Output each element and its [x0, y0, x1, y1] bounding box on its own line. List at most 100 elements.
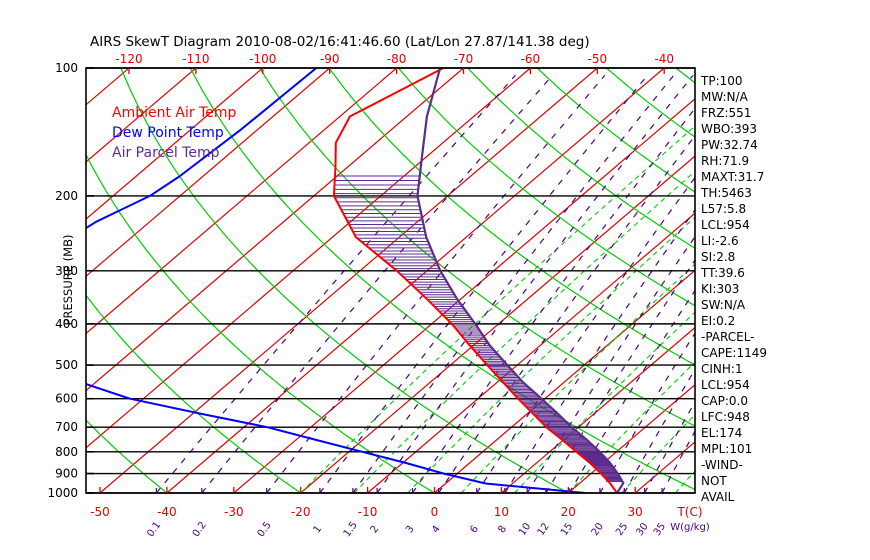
- mixing-ratio-line: [526, 235, 695, 493]
- mixing-ratio-line: [476, 176, 695, 493]
- stat-el: EL:174: [701, 426, 742, 440]
- mixing-ratio-axis-label: W(g/kg): [670, 522, 710, 533]
- isotherm-gridlines: [86, 68, 695, 493]
- sounding-curves: [86, 68, 625, 493]
- isotherm-line: [99, 68, 598, 493]
- isotherm-line: [86, 68, 331, 278]
- stat-li: LI:-2.6: [701, 234, 739, 248]
- legend-label-1: Dew Point Temp: [112, 125, 224, 141]
- mixing-ratio-tick-label: 1: [312, 524, 325, 536]
- stat-cape: CAPE:1149: [701, 346, 767, 360]
- stat-ei: EI:0.2: [701, 314, 735, 328]
- pressure-tick-label: 600: [55, 392, 78, 406]
- top-temp-tick-label: -80: [387, 52, 407, 66]
- isotherm-line: [367, 212, 695, 493]
- bottom-temp-tick-label: 20: [561, 505, 576, 519]
- stat-th: TH:5463: [700, 186, 752, 200]
- bottom-temp-tick-label: -10: [358, 505, 378, 519]
- moist-adiabat-line: [300, 125, 695, 493]
- mixing-ratio-tick-label: 4: [430, 524, 443, 536]
- legend-label-2: Air Parcel Temp: [112, 145, 220, 161]
- stat-frz: FRZ:551: [701, 106, 751, 120]
- stat-si: SI:2.8: [701, 250, 735, 264]
- dry-adiabat-gridlines: [86, 68, 695, 493]
- stat-wind_1: NOT: [701, 474, 727, 488]
- isotherm-line: [86, 68, 397, 335]
- mixing-ratio-line: [201, 74, 553, 493]
- mixing-ratio-tick-label: 6: [468, 524, 481, 536]
- stat-pw: PW:32.74: [701, 138, 758, 152]
- bottom-temp-tick-label: 0: [431, 505, 439, 519]
- stat-cap: CAP:0.0: [701, 394, 748, 408]
- temp-axis-label: T(C): [676, 505, 702, 519]
- stat-l57: L57:5.8: [701, 202, 746, 216]
- curve-dewpoint: [86, 68, 586, 493]
- top-temp-tick-label: -50: [587, 52, 607, 66]
- dry-adiabat-line: [86, 294, 302, 493]
- mixing-ratio-tick-label: 8: [496, 524, 509, 536]
- isotherm-line: [501, 326, 695, 493]
- moist-adiabat-line: [514, 311, 695, 493]
- pressure-tick-label: 400: [55, 317, 78, 331]
- bottom-temp-tick-label: -30: [224, 505, 244, 519]
- top-temp-tick-label: -60: [521, 52, 541, 66]
- pressure-tick-label: 500: [55, 358, 78, 372]
- dry-adiabat-line: [328, 68, 695, 366]
- mixing-ratio-line: [376, 74, 694, 493]
- isotherm-line: [86, 68, 531, 449]
- mixing-ratio-line: [504, 208, 695, 493]
- dry-adiabat-line: [467, 68, 695, 250]
- stat-parcel_hdr: -PARCEL-: [701, 330, 755, 344]
- dry-adiabat-line: [86, 153, 435, 493]
- isotherm-line: [434, 269, 695, 493]
- stat-wind_2: AVAIL: [701, 490, 735, 504]
- isotherm-line: [166, 68, 665, 493]
- pressure-tick-label: 200: [55, 189, 78, 203]
- bottom-temp-tick-label: 30: [628, 505, 643, 519]
- mixing-ratio-line: [412, 107, 695, 493]
- dry-adiabat-line: [86, 419, 168, 493]
- bottom-temp-tick-label: 10: [494, 505, 509, 519]
- stats-panel: TP:100 MW:N/A FRZ:551 WBO:393 PW:32.74 RH:71.…: [700, 74, 767, 504]
- pressure-tick-label: 100: [55, 61, 78, 75]
- stat-ki: KI:303: [701, 282, 739, 296]
- stat-mpl: MPL:101: [701, 442, 752, 456]
- cape-shaded-region: [333, 175, 623, 483]
- pressure-axis-label: PRESSURE (MB): [61, 235, 75, 326]
- curve-parcel: [416, 68, 625, 493]
- isotherm-line: [233, 98, 695, 493]
- dry-adiabat-line: [397, 68, 695, 307]
- pressure-axis: 100 200 300 400 500 600 700 800 900 1000: [47, 61, 94, 500]
- dry-adiabat-line: [120, 68, 569, 493]
- top-temp-tick-label: -110: [182, 52, 209, 66]
- stat-tp: TP:100: [700, 74, 743, 88]
- stat-mw: MW:N/A: [701, 90, 749, 104]
- pressure-tick-label: 300: [55, 264, 78, 278]
- top-temp-tick-label: -70: [454, 52, 474, 66]
- pressure-tick-label: 800: [55, 445, 78, 459]
- dry-adiabat-line: [259, 68, 695, 427]
- curve-legend: Ambient Air Temp Dew Point Temp Air Parcel…: [112, 105, 237, 161]
- legend-label-0: Ambient Air Temp: [112, 105, 237, 121]
- stat-maxt: MAXT:31.7: [701, 170, 764, 184]
- stat-lcl2: LCL:954: [701, 378, 750, 392]
- stat-tt: TT:39.6: [700, 266, 745, 280]
- top-temp-tick-label: -90: [320, 52, 340, 66]
- mixing-ratio-tick-label: 3: [404, 524, 417, 536]
- curve-ambient: [332, 68, 618, 493]
- stat-lcl: LCL:954: [701, 218, 750, 232]
- mixing-ratio-line: [352, 74, 675, 493]
- bottom-temp-tick-label: -50: [90, 505, 110, 519]
- bottom-temperature-axis: -50 -40 -30 -20 -10 0 10 20 30: [90, 487, 643, 519]
- top-temp-tick-label: -40: [654, 52, 674, 66]
- isotherm-line: [86, 68, 264, 220]
- stat-wbo: WBO:393: [701, 122, 757, 136]
- top-temp-tick-label: -120: [115, 52, 142, 66]
- pressure-tick-label: 900: [55, 467, 78, 481]
- moist-adiabat-line: [353, 170, 695, 493]
- page-title: AIRS SkewT Diagram 2010-08-02/16:41:46.6…: [90, 34, 590, 50]
- top-temp-tick-label: -100: [249, 52, 276, 66]
- isotherm-line: [300, 155, 695, 493]
